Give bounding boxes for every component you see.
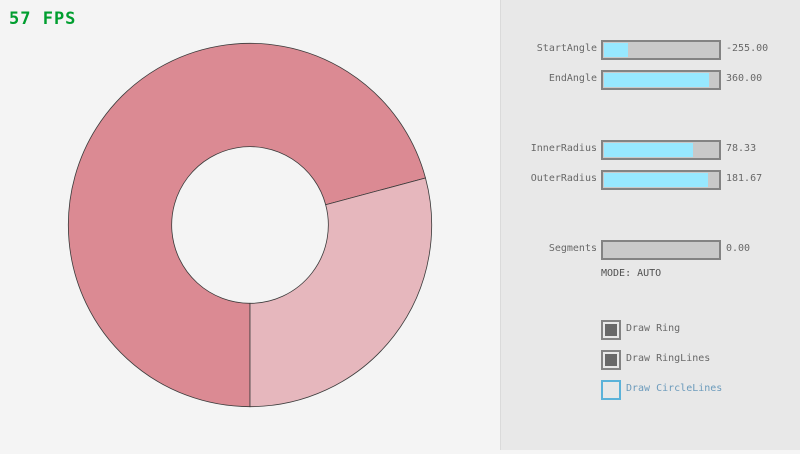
slider-value: 360.00 bbox=[726, 73, 763, 84]
slider-fill bbox=[604, 43, 628, 57]
checkbox-label: Draw RingLines bbox=[626, 353, 711, 364]
slider-fill bbox=[604, 143, 693, 157]
slider-track[interactable] bbox=[601, 40, 721, 60]
slider-end-angle[interactable]: EndAngle 360.00 bbox=[501, 70, 800, 90]
slider-segments[interactable]: Segments 0.00 bbox=[501, 240, 800, 260]
checkbox-draw-circle-lines[interactable]: Draw CircleLines bbox=[601, 380, 800, 400]
slider-track[interactable] bbox=[601, 170, 721, 190]
checkbox-draw-ring-lines[interactable]: Draw RingLines bbox=[601, 350, 800, 370]
slider-value: -255.00 bbox=[726, 43, 769, 54]
slider-label: InnerRadius bbox=[530, 143, 597, 154]
check-mark-icon bbox=[605, 324, 617, 336]
slider-label: EndAngle bbox=[548, 73, 597, 84]
slider-value: 181.67 bbox=[726, 173, 763, 184]
render-canvas: 57 FPS bbox=[9, 9, 433, 408]
slider-label: OuterRadius bbox=[530, 173, 597, 184]
slider-value: 0.00 bbox=[726, 243, 751, 254]
slider-inner-radius[interactable]: InnerRadius 78.33 bbox=[501, 140, 800, 160]
slider-fill bbox=[604, 73, 709, 87]
check-mark-icon bbox=[605, 354, 617, 366]
checkbox-box[interactable] bbox=[601, 380, 621, 400]
slider-label: StartAngle bbox=[536, 43, 597, 54]
slider-start-angle[interactable]: StartAngle -255.00 bbox=[501, 40, 800, 60]
slider-value: 78.33 bbox=[726, 143, 757, 154]
checkbox-label: Draw Ring bbox=[626, 323, 681, 334]
mode-label: MODE: AUTO bbox=[601, 268, 662, 279]
ring-segment-faded bbox=[249, 177, 433, 408]
controls-panel: StartAngle -255.00 EndAngle 360.00 Inner… bbox=[500, 0, 800, 450]
slider-label: Segments bbox=[548, 243, 597, 254]
checkbox-draw-ring[interactable]: Draw Ring bbox=[601, 320, 800, 340]
checkbox-label: Draw CircleLines bbox=[626, 383, 723, 394]
ring-segment-main bbox=[67, 42, 426, 408]
slider-track[interactable] bbox=[601, 240, 721, 260]
slider-track[interactable] bbox=[601, 70, 721, 90]
slider-track[interactable] bbox=[601, 140, 721, 160]
checkbox-box[interactable] bbox=[601, 350, 621, 370]
checkbox-box[interactable] bbox=[601, 320, 621, 340]
slider-outer-radius[interactable]: OuterRadius 181.67 bbox=[501, 170, 800, 190]
fps-counter: 57 FPS bbox=[9, 9, 77, 29]
slider-fill bbox=[604, 173, 708, 187]
ring-chart bbox=[67, 42, 433, 408]
